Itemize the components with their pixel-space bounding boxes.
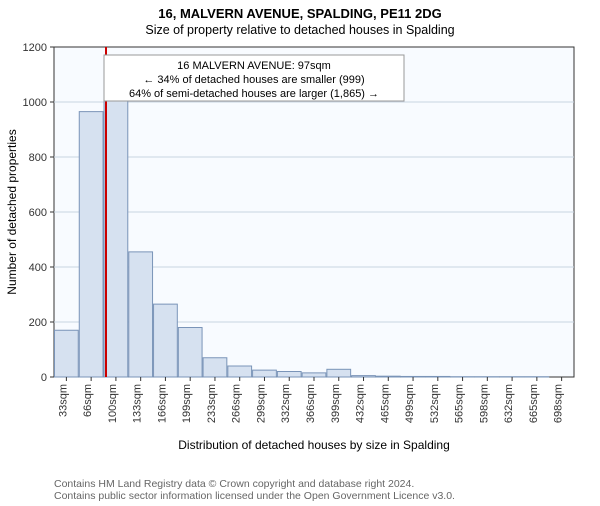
x-tick-label: 565sqm [454,384,466,423]
histogram-chart: 0 200 400 600 800 1000 1200 33sqm 66sqm 100sqm 133… [0,37,600,467]
x-tick-label: 299sqm [255,384,267,423]
y-tick-label: 0 [41,372,47,384]
x-tick-label: 532sqm [429,384,441,423]
footer-line-2: Contains public sector information licen… [54,490,455,502]
annotation-line-3: 64% of semi-detached houses are larger (… [129,88,379,100]
x-tick-label: 598sqm [478,384,490,423]
chart-subtitle: Size of property relative to detached ho… [0,23,600,37]
histogram-bar [352,376,376,377]
histogram-bar [104,80,128,377]
x-tick-label: 33sqm [57,384,69,417]
x-tick-label: 166sqm [156,384,168,423]
x-tick-label: 332sqm [280,384,292,423]
chart-header: 16, MALVERN AVENUE, SPALDING, PE11 2DG S… [0,6,600,37]
x-tick-label: 432sqm [355,384,367,423]
y-tick-label: 1000 [23,97,47,109]
histogram-bar [203,358,227,377]
x-tick-label: 499sqm [404,384,416,423]
x-tick-label: 233sqm [206,384,218,423]
x-tick-label: 665sqm [528,384,540,423]
histogram-bar [228,366,252,377]
histogram-bar [79,112,103,377]
y-tick-label: 1200 [23,42,47,54]
x-tick-label: 199sqm [181,384,193,423]
x-tick-label: 266sqm [231,384,243,423]
y-tick-label: 600 [29,207,47,219]
footer-line-1: Contains HM Land Registry data © Crown c… [54,478,455,490]
x-tick-label: 632sqm [503,384,515,423]
x-tick-label: 698sqm [553,384,565,423]
x-axis-label: Distribution of detached houses by size … [178,438,450,452]
histogram-bar [302,373,326,377]
chart-title: 16, MALVERN AVENUE, SPALDING, PE11 2DG [0,6,600,21]
x-tick-label: 399sqm [330,384,342,423]
y-tick-label: 800 [29,152,47,164]
histogram-bar [178,328,202,378]
x-tick-label: 100sqm [107,384,119,423]
footer-attribution: Contains HM Land Registry data © Crown c… [54,478,455,502]
histogram-bar [401,376,425,377]
y-axis-label: Number of detached properties [5,129,19,294]
x-tick-label: 133sqm [132,384,144,423]
histogram-bar [55,330,79,377]
x-tick-label: 366sqm [305,384,317,423]
annotation-line-2: ← 34% of detached houses are smaller (99… [143,74,364,86]
x-tick-label: 465sqm [379,384,391,423]
y-tick-label: 400 [29,262,47,274]
y-tick-label: 200 [29,317,47,329]
histogram-bar [129,252,153,377]
histogram-bar [253,370,277,377]
histogram-bar [154,304,178,377]
histogram-bar [376,376,400,377]
histogram-bar [327,369,351,377]
x-tick-label: 66sqm [82,384,94,417]
histogram-bar [277,372,301,378]
histogram-bar [426,376,450,377]
annotation-line-1: 16 MALVERN AVENUE: 97sqm [177,60,331,72]
